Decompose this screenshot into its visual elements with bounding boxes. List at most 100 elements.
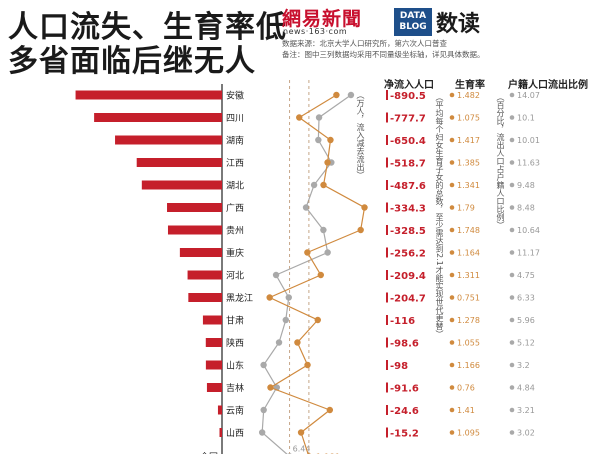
bar-贵州 [167, 225, 222, 235]
province-label: 广西 [226, 202, 244, 214]
net-inflow-marker [386, 202, 388, 213]
national-ratio-label: 6.44 [293, 445, 311, 454]
net-inflow-value: -15.2 [390, 429, 419, 440]
fertility-marker [449, 385, 455, 390]
national-label: 全国 [200, 451, 218, 454]
net-inflow-column-header: 净流入人口 [384, 78, 434, 91]
fertility-point [361, 204, 368, 211]
net-inflow-marker [386, 90, 388, 100]
fertility-point [327, 136, 334, 144]
bar-甘肃 [202, 315, 222, 325]
outflow-ratio-point [324, 249, 331, 256]
fertility-value: 1.748 [457, 226, 480, 235]
data-source-note: 数据来源：北京大学人口研究所，第六次人口普查 [282, 39, 447, 48]
net-inflow-value: -91.6 [390, 384, 419, 395]
province-label: 重庆 [226, 247, 244, 259]
fertility-marker [449, 430, 455, 435]
fertility-marker [449, 340, 455, 345]
province-label: 四川 [226, 114, 244, 124]
datablog-logo: DATA BLOG [394, 8, 432, 36]
net-inflow-marker [386, 135, 388, 145]
bar-云南 [217, 405, 222, 415]
datablog-logo-top: DATA [399, 11, 427, 21]
province-label: 云南 [226, 405, 244, 417]
outflow-ratio-marker [509, 160, 515, 165]
fertility-point [266, 294, 273, 301]
fertility-marker [449, 295, 455, 300]
outflow-ratio-value: 4.84 [517, 384, 535, 393]
fertility-marker [449, 160, 455, 165]
net-inflow-marker [386, 270, 388, 280]
net-inflow-value: -256.2 [390, 249, 426, 260]
net-inflow-value: -116 [390, 316, 415, 327]
fertility-point [326, 406, 334, 414]
net-inflow-value: -98.6 [390, 339, 419, 350]
fertility-series: 1.181 [266, 80, 368, 454]
province-label: 黑龙江 [226, 292, 253, 304]
data-columns: -890.5 1.482 14.07 -777.7 1.075 10.1 -650.4 1.4… [386, 90, 540, 440]
net-inflow-value: -518.7 [390, 159, 426, 170]
outflow-ratio-point [315, 114, 323, 121]
fertility-line [268, 94, 366, 454]
bar-江西 [136, 158, 222, 167]
netease-news-url: news·163·com [283, 27, 348, 36]
outflow-ratio-marker [509, 430, 515, 435]
fertility-point [304, 361, 311, 369]
outflow-ratio-value: 3.02 [517, 429, 535, 438]
outflow-ratio-marker [509, 362, 515, 368]
fertility-value: 1.055 [457, 339, 480, 348]
province-label: 湖南 [226, 135, 244, 147]
fertility-value: 1.095 [457, 429, 480, 438]
fertility-point [333, 91, 340, 99]
outflow-ratio-value: 10.01 [517, 136, 540, 145]
page-title-line-1: 人口流失、生育率低 [8, 10, 287, 45]
fertility-point [294, 339, 301, 346]
net-inflow-marker [386, 247, 388, 258]
province-label: 湖北 [226, 181, 244, 192]
net-inflow-value: -650.4 [390, 136, 426, 147]
outflow-ratio-value: 5.12 [517, 339, 535, 348]
fertility-marker [449, 407, 455, 413]
bar-重庆 [179, 248, 222, 257]
fertility-column-header: 生育率 [455, 78, 485, 91]
province-label: 安徽 [226, 90, 244, 102]
bar-安徽 [75, 90, 222, 100]
net-inflow-marker [386, 315, 388, 325]
outflow-ratio-point [258, 429, 266, 436]
fertility-marker [449, 92, 455, 98]
outflow-ratio-marker [509, 407, 515, 413]
bar-黑龙江 [188, 293, 222, 302]
fertility-note: （平均每个妇女生育子女的总数，至少需达到2.1才能实现世代更替） [435, 93, 444, 338]
net-inflow-value: -334.3 [390, 204, 426, 215]
fertility-point [314, 316, 321, 324]
net-inflow-value: -24.6 [390, 406, 419, 417]
outflow-ratio-value: 8.48 [517, 204, 535, 213]
outflow-ratio-marker [509, 317, 515, 323]
bar-山东 [205, 360, 222, 370]
outflow-ratio-point [275, 339, 283, 346]
outflow-ratio-marker [509, 340, 515, 345]
outflow-ratio-value: 3.2 [517, 361, 530, 370]
outflow-ratio-value: 10.1 [517, 114, 535, 123]
fertility-marker [449, 272, 455, 278]
province-labels: 安徽四川湖南江西湖北广西贵州重庆河北黑龙江甘肃陕西山东吉林云南山西全国 [200, 90, 253, 454]
net-inflow-marker [386, 292, 388, 303]
net-inflow-value: -209.4 [390, 271, 426, 282]
province-label: 江西 [226, 158, 244, 169]
fertility-value: 0.751 [457, 294, 480, 303]
net-inflow-marker [386, 405, 388, 415]
net-inflow-value: -777.7 [390, 114, 426, 125]
fertility-point [320, 181, 327, 189]
outflow-ratio-point [260, 406, 267, 414]
net-inflow-marker [386, 112, 388, 123]
fertility-value: 1.79 [457, 204, 475, 213]
province-label: 山东 [226, 360, 244, 372]
net-inflow-value: -487.6 [390, 181, 426, 192]
net-inflow-unit-note: （万人，流入减去流出） [356, 91, 365, 179]
outflow-ratio-marker [509, 115, 515, 120]
net-inflow-value: -98 [390, 361, 408, 372]
outflow-ratio-value: 11.63 [517, 159, 540, 168]
fertility-value: 1.41 [457, 406, 475, 415]
outflow-ratio-value: 3.21 [517, 406, 535, 415]
bar-湖北 [141, 180, 222, 190]
